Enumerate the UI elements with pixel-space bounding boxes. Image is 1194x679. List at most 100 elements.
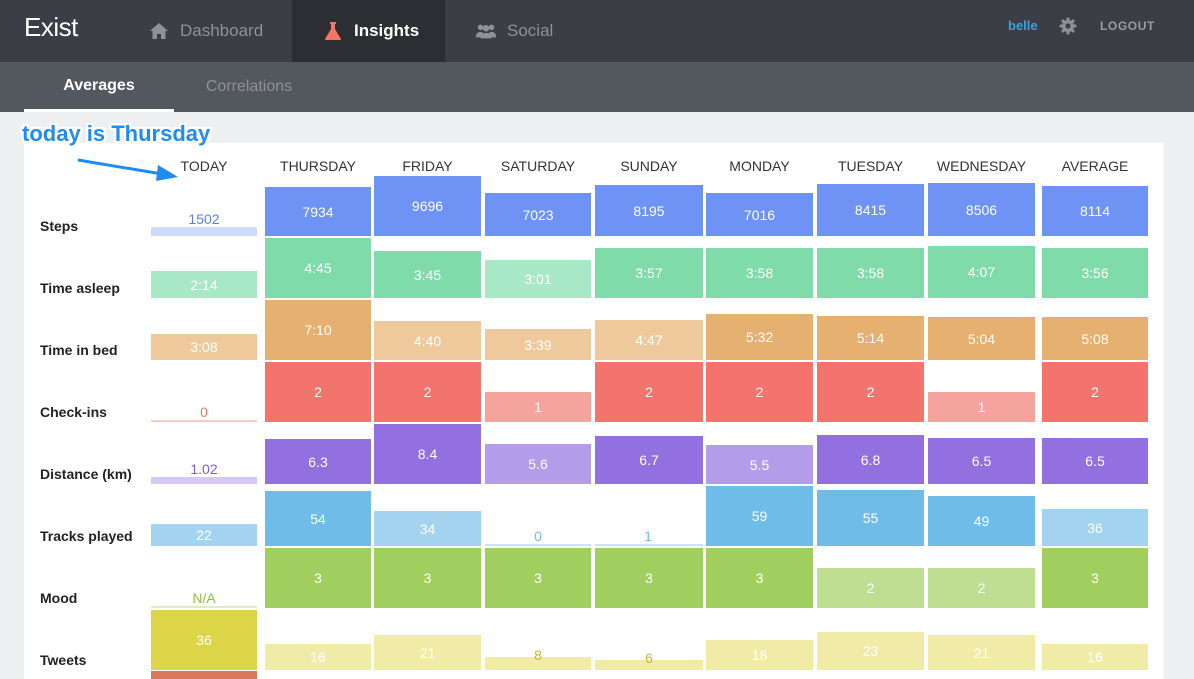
value-bar: 2 [1042, 362, 1148, 422]
value-bar: 3:01 [485, 260, 591, 298]
value-bar: 2 [595, 362, 703, 422]
next-row-bar [151, 671, 257, 679]
value-bar: 3:56 [1042, 248, 1148, 298]
value-bar: 6.7 [595, 436, 703, 484]
value-bar: 16 [265, 644, 371, 670]
logout-button[interactable]: LOGOUT [1100, 19, 1155, 33]
flask-icon [322, 20, 344, 42]
value-bar: 1 [928, 392, 1035, 422]
row-label: Tracks played [40, 528, 133, 544]
column-header-wednesday: WEDNESDAY [936, 158, 1027, 174]
today-bar: 2:14 [151, 271, 257, 298]
today-bar: 3:08 [151, 334, 257, 360]
value-bar: 34 [374, 511, 481, 546]
value-bar: 36 [1042, 509, 1148, 546]
nav-tab-label: Social [507, 21, 554, 40]
annotation-arrow-icon [77, 158, 178, 181]
value-bar: 3:39 [485, 329, 591, 360]
value-bar: 2 [265, 362, 371, 422]
value-bar: 3:57 [595, 248, 703, 298]
gear-icon[interactable] [1059, 17, 1077, 35]
value-bar: 3 [595, 548, 703, 608]
value-bar: 4:45 [265, 238, 371, 298]
nav-tab-label: Insights [354, 21, 420, 40]
nav-tab-dashboard[interactable]: Dashboard [132, 0, 292, 62]
value-label: 1 [644, 528, 652, 544]
value-bar: 4:47 [595, 320, 703, 360]
row-label: Distance (km) [40, 466, 132, 482]
today-bar [151, 606, 257, 608]
value-bar: 55 [817, 490, 924, 546]
value-bar: 8506 [928, 183, 1035, 236]
today-value: 1.02 [190, 461, 218, 477]
value-bar: 5.5 [706, 445, 813, 484]
column-header-thursday: THURSDAY [280, 158, 356, 174]
nav-tab-insights[interactable]: Insights [292, 0, 445, 62]
value-bar: 3 [706, 548, 813, 608]
tab-correlations[interactable]: Correlations [205, 78, 293, 95]
row-label: Mood [40, 590, 78, 606]
value-bar: 8 [485, 648, 591, 670]
value-bar [595, 544, 703, 546]
today-bar: 22 [151, 524, 257, 546]
value-bar: 18 [706, 640, 813, 670]
value-bar: 8195 [595, 185, 703, 236]
value-bar: 3:58 [817, 248, 924, 298]
value-bar: 5:04 [928, 317, 1035, 360]
annotation-label: today is Thursday [22, 121, 211, 146]
value-bar: 2 [706, 362, 813, 422]
value-bar: 3 [374, 548, 481, 608]
value-bar: 3:58 [706, 248, 813, 298]
row-label: Check-ins [40, 404, 107, 420]
value-bar: 3 [485, 548, 591, 608]
row-label: Time in bed [40, 342, 118, 358]
value-bar: 8.4 [374, 424, 481, 484]
column-header-saturday: SATURDAY [500, 158, 576, 174]
value-bar: 6.8 [817, 435, 924, 484]
today-bar: 36 [151, 610, 257, 670]
value-bar: 5:08 [1042, 317, 1148, 360]
today-value: N/A [192, 590, 216, 606]
app-logo[interactable]: Exist [24, 12, 78, 42]
tab-averages[interactable]: Averages [24, 62, 174, 112]
value-bar: 59 [706, 486, 813, 546]
value-bar: 5.6 [485, 444, 591, 484]
today-value: 1502 [188, 211, 220, 227]
today-bar [151, 227, 257, 236]
value-label: 0 [534, 528, 542, 544]
value-bar: 6 [595, 651, 703, 670]
value-bar: 54 [265, 491, 371, 546]
value-bar: 8415 [817, 184, 924, 236]
user-link[interactable]: belle [1008, 18, 1038, 33]
value-bar: 23 [817, 632, 924, 670]
row-label: Time asleep [40, 280, 120, 296]
value-bar: 2 [817, 362, 924, 422]
value-bar: 7934 [265, 187, 371, 236]
today-value: 0 [200, 404, 208, 420]
value-bar: 21 [374, 635, 481, 670]
value-bar: 6.5 [1042, 438, 1148, 484]
value-bar: 7016 [706, 193, 813, 236]
value-bar: 2 [817, 568, 924, 608]
column-header-average: AVERAGE [1061, 158, 1129, 174]
value-bar: 1 [485, 392, 591, 422]
value-bar: 3 [265, 548, 371, 608]
sub-navigation: Averages Correlations [0, 62, 1194, 112]
today-bar [151, 420, 257, 422]
value-bar: 4:07 [928, 246, 1035, 298]
column-header-sunday: SUNDAY [620, 158, 678, 174]
today-bar [151, 477, 257, 484]
value-bar: 3:45 [374, 251, 481, 298]
value-bar: 7:10 [265, 300, 371, 360]
column-header-tuesday: TUESDAY [837, 158, 904, 174]
value-bar: 7023 [485, 193, 591, 236]
home-icon [148, 20, 170, 42]
row-label: Tweets [40, 652, 87, 668]
value-bar: 21 [928, 635, 1035, 670]
value-bar: 6.3 [265, 439, 371, 484]
column-header-monday: MONDAY [729, 158, 790, 174]
column-header-today: TODAY [180, 158, 228, 174]
top-navigation: Exist Dashboard Insights Social belle [0, 0, 1194, 62]
users-icon [475, 20, 497, 42]
nav-tab-social[interactable]: Social [445, 0, 595, 62]
